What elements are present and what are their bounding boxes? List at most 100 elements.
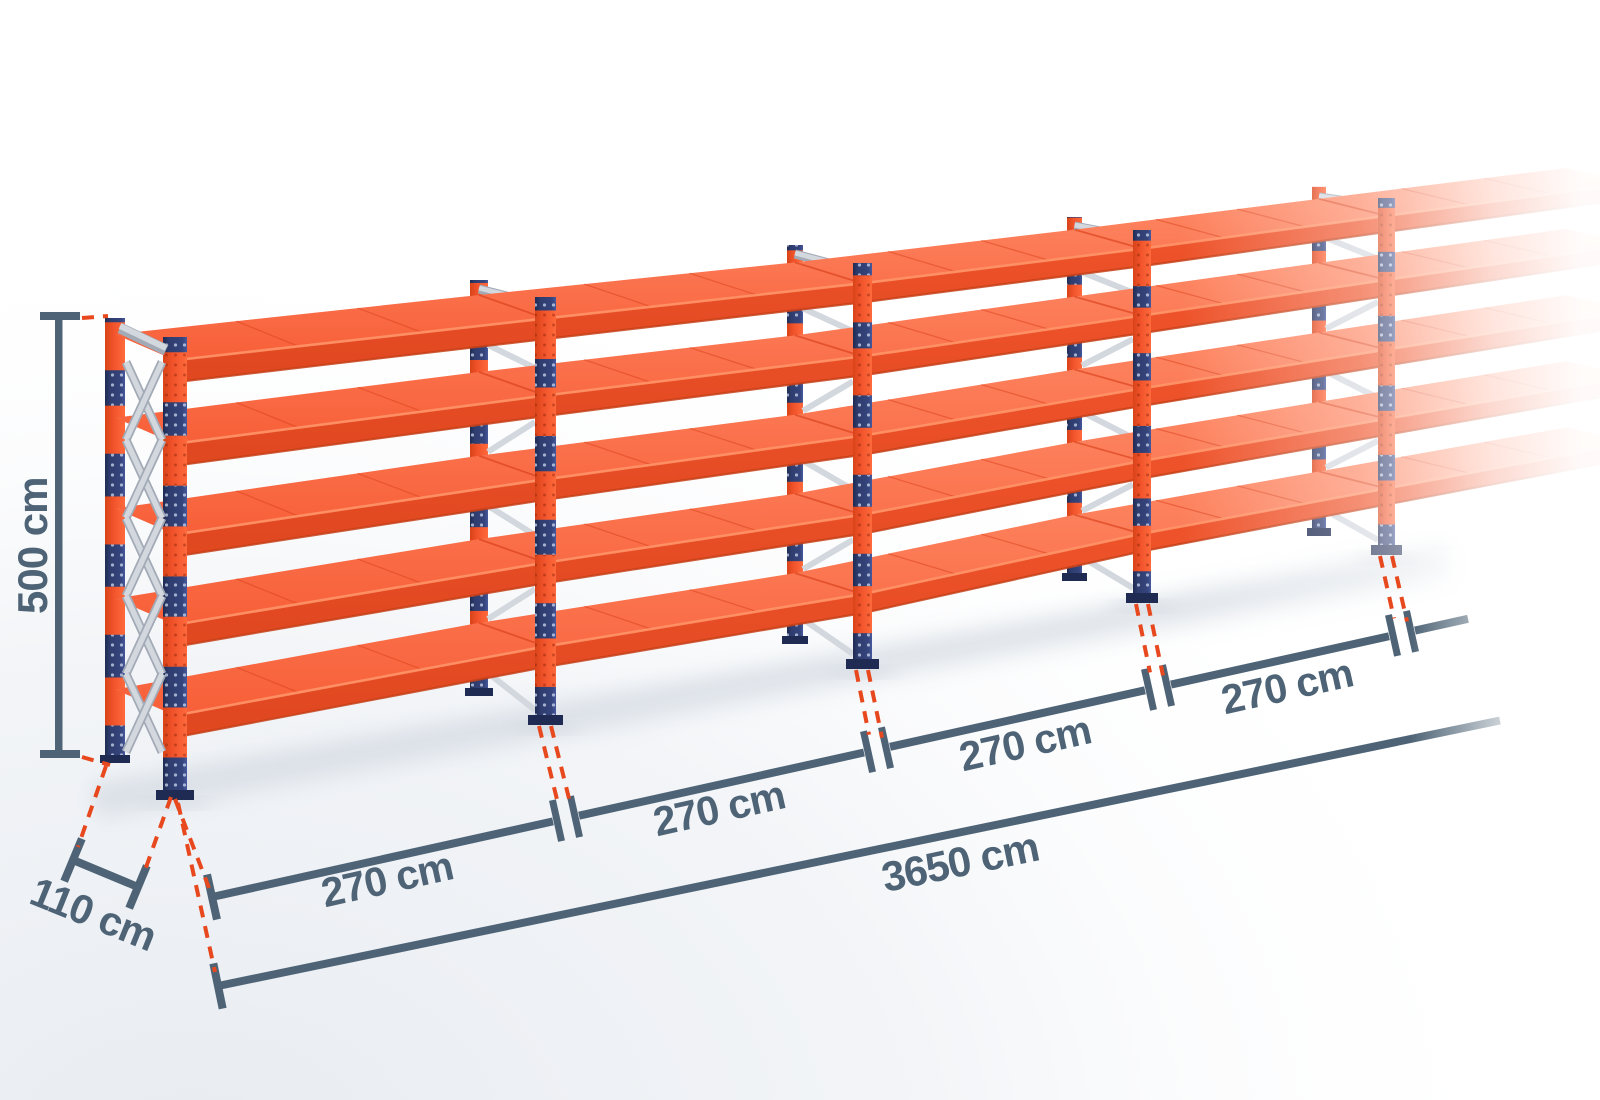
line-bar [578, 748, 865, 820]
diagonal-brace [801, 378, 855, 414]
connector-perforation [163, 616, 187, 667]
height-cap-bottom [40, 750, 80, 758]
deck-seam [357, 558, 423, 584]
diagonal-brace [123, 594, 165, 676]
deck-seam [357, 644, 423, 671]
connector-perforation [853, 348, 872, 396]
deck-seam [981, 533, 1050, 555]
dimension-label-height: 500 cm [9, 478, 56, 614]
foot-shadow [827, 666, 898, 678]
projection-dash [866, 669, 884, 739]
dimension-tip-fade [1410, 550, 1600, 1030]
deck-seam [794, 334, 863, 358]
diagonal-brace [123, 438, 165, 520]
line-bar [211, 817, 554, 901]
diagonal-brace [123, 360, 165, 442]
deck-seam [478, 538, 546, 564]
tick-bar [60, 837, 86, 883]
dimension-lines [40, 312, 1501, 1010]
deck-seam [478, 454, 546, 481]
deck-seam [478, 371, 546, 397]
deck-seam [236, 401, 299, 429]
deck-seam [584, 605, 652, 630]
dimension-line [217, 716, 1501, 990]
deck-seam [689, 427, 758, 451]
deck-seam [236, 666, 299, 694]
connector-perforation [535, 310, 556, 359]
connector-perforation [163, 435, 187, 486]
end-frame-bracing [117, 323, 169, 754]
front-upright-frame [135, 337, 215, 809]
deck-seam [236, 490, 299, 517]
deck-seam [357, 307, 423, 334]
front-upright-frame [827, 263, 898, 678]
dimension-tick [567, 795, 583, 838]
deck-seam [689, 589, 758, 613]
tick-bar [567, 795, 583, 838]
tick-bar [1385, 614, 1401, 657]
deck-seam [584, 359, 652, 384]
foot-shadow [508, 722, 583, 734]
tick-bar [1141, 668, 1157, 711]
post-foot-plate [528, 715, 563, 725]
dimension-line [889, 686, 1146, 751]
diagonal-brace [801, 537, 855, 572]
top-strut [118, 323, 168, 351]
deck-seam [689, 272, 758, 296]
rear-beam-connector [105, 496, 125, 545]
connector-perforation [853, 506, 872, 554]
dimension-tick [125, 864, 151, 910]
tick-bar [125, 864, 151, 910]
post-foot-plate [1062, 573, 1087, 581]
connector-perforation [853, 427, 872, 475]
deck-seam [357, 386, 423, 413]
deck-seam [357, 472, 423, 499]
deck-seam [794, 413, 863, 437]
line-bar [889, 686, 1146, 751]
deck-seam [584, 441, 652, 466]
diagonal-brace [123, 516, 165, 598]
deck-seam [584, 283, 652, 308]
rear-beam-connector [105, 405, 125, 454]
deck-seam [478, 622, 546, 648]
connector-perforation [535, 387, 556, 437]
projection-dash [142, 796, 173, 874]
diagonal-brace [486, 586, 537, 622]
diagonal-brace [486, 419, 537, 455]
dimension-tick [549, 799, 565, 842]
deck-seam [887, 321, 956, 344]
connector-perforation [535, 471, 556, 520]
connector-perforation [535, 638, 556, 687]
diagonal-brace [801, 616, 855, 657]
projection-dash [549, 725, 573, 808]
line-bar [1170, 632, 1390, 689]
dimension-line [211, 817, 554, 901]
tick-bar [860, 730, 876, 773]
deck-seam [981, 239, 1050, 261]
deck-seam [794, 492, 863, 516]
projection-dash [537, 725, 560, 805]
projection-dash [1390, 555, 1409, 622]
projection-dash [1378, 555, 1396, 619]
deck-seam [887, 250, 956, 273]
projection-dash [1134, 603, 1152, 673]
dimension-tick [1141, 668, 1157, 711]
line-bar [71, 856, 141, 891]
projection-dash [76, 765, 108, 848]
rear-beam-connector [105, 677, 125, 726]
deck-seam [689, 508, 758, 532]
dimension-tick [60, 837, 86, 883]
connector-perforation [163, 526, 187, 577]
tick-bar [549, 799, 565, 842]
deck-seam [981, 383, 1050, 405]
deck-seam [887, 475, 956, 498]
diagonal-brace [123, 672, 165, 754]
projection-dash [81, 314, 109, 320]
post-foot-plate [465, 688, 493, 696]
deck-seam [887, 399, 956, 421]
deck-seam [236, 578, 299, 605]
deck-seam [981, 308, 1050, 330]
deck-seam [794, 261, 863, 285]
line-bar [217, 716, 1501, 990]
